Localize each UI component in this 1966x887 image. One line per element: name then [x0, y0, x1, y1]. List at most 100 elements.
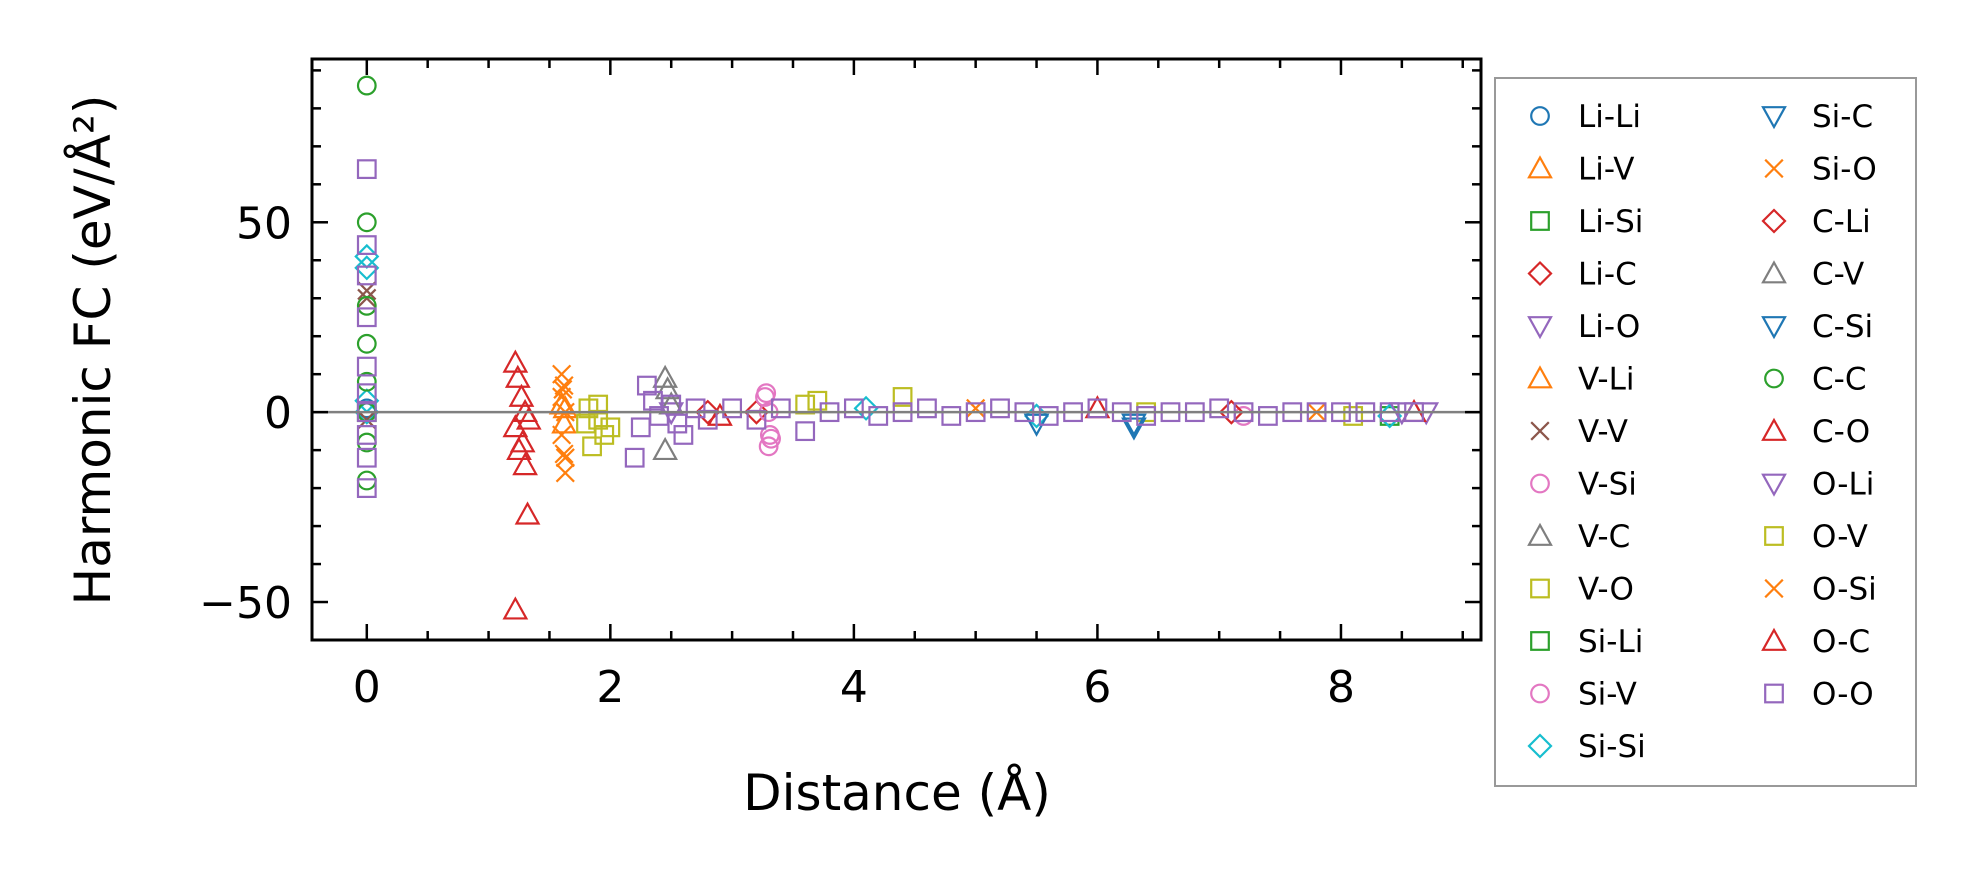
legend-entry: V-Si [1530, 467, 1637, 503]
data-point [576, 413, 596, 434]
data-point [654, 376, 681, 400]
legend-marker-icon [1527, 522, 1553, 546]
data-point [553, 379, 573, 399]
legend-label: V-Li [1578, 362, 1634, 398]
data-point [667, 413, 688, 434]
legend-entry: C-V [1761, 257, 1864, 293]
legend-marker-icon [1530, 211, 1550, 231]
data-point [1136, 406, 1157, 426]
legend-label: Li-C [1578, 257, 1637, 293]
data-point [509, 429, 536, 453]
legend-label: C-O [1812, 414, 1870, 450]
data-point [755, 387, 775, 407]
data-point [1087, 398, 1108, 419]
series-o-o [356, 159, 1424, 499]
legend-frame [1494, 77, 1917, 787]
data-point [356, 265, 377, 286]
data-point [356, 383, 377, 404]
data-point [892, 387, 913, 407]
data-point [707, 402, 733, 426]
data-point [695, 399, 721, 425]
data-point [966, 398, 986, 418]
legend-label: O-V [1812, 519, 1868, 555]
data-point [795, 421, 816, 442]
legend-label: Si-O [1812, 152, 1877, 188]
data-point [722, 398, 743, 419]
legend-label: Si-V [1578, 677, 1637, 713]
legend-marker-icon [1527, 155, 1553, 179]
data-point [853, 395, 879, 421]
series-o-si [553, 379, 575, 468]
legend-entry: Li-C [1527, 257, 1637, 293]
legend-label: V-O [1578, 572, 1634, 608]
data-point [743, 399, 770, 425]
data-point [1121, 417, 1147, 441]
y-tick-label: −50 [199, 578, 292, 629]
legend-entry: Si-V [1530, 677, 1637, 713]
legend-entry: Li-V [1527, 152, 1634, 188]
data-point [356, 478, 377, 499]
series-v-si [756, 383, 1254, 457]
legend-marker-icon [1530, 578, 1550, 599]
data-point [356, 307, 377, 328]
data-point [515, 406, 542, 430]
data-point [1258, 406, 1278, 426]
data-point [685, 398, 706, 419]
legend-marker-icon [1764, 368, 1784, 389]
data-point [514, 501, 541, 525]
data-point [552, 425, 572, 445]
legend-marker-icon [1761, 417, 1787, 441]
legend-entry: Si-Li [1530, 624, 1643, 660]
series-si-si [354, 243, 1403, 429]
legend-label: Si-Si [1578, 729, 1646, 765]
data-point [554, 375, 574, 396]
legend-entry: Si-O [1764, 152, 1877, 188]
legend-entry: O-Li [1761, 467, 1874, 503]
legend: Li-Li Li-V Li-Si Li-C Li-O V-Li V-V V-Si V-C V-O S… [1494, 77, 1917, 787]
data-point [807, 390, 828, 411]
legend-label: V-V [1578, 414, 1628, 450]
legend-marker-icon [1527, 316, 1553, 340]
legend-marker-icon [1530, 631, 1550, 651]
series-c-o [502, 349, 1427, 620]
data-point [356, 425, 377, 445]
data-point [843, 398, 864, 419]
data-point [504, 364, 531, 388]
legend-label: O-O [1812, 677, 1874, 713]
legend-marker-icon [1530, 683, 1550, 704]
legend-marker-icon [1761, 208, 1787, 234]
data-point [652, 436, 679, 461]
data-point [555, 463, 575, 483]
legend-entry: O-Si [1764, 572, 1877, 608]
data-point [582, 436, 602, 457]
data-point [356, 356, 377, 377]
x-tick-label: 6 [1083, 662, 1111, 713]
plot-frame [310, 57, 1483, 642]
legend-label: O-C [1812, 624, 1870, 660]
data-point [795, 394, 816, 415]
legend-entry: Si-Si [1527, 729, 1646, 765]
legend-entry: C-Si [1761, 309, 1873, 345]
legend-marker-icon [1761, 627, 1787, 651]
legend-marker-icon [1530, 473, 1550, 494]
y-tick-label: 50 [236, 198, 292, 249]
legend-marker-icon [1761, 260, 1787, 284]
data-point [512, 452, 538, 476]
legend-marker-icon [1764, 578, 1784, 599]
legend-entry: C-O [1761, 414, 1870, 450]
data-point [624, 447, 645, 468]
data-point [356, 295, 377, 316]
legend-entry: V-Li [1527, 362, 1634, 398]
legend-label: C-Si [1812, 309, 1873, 345]
data-point [356, 447, 377, 468]
legend-entry: O-O [1764, 677, 1874, 713]
data-point [356, 333, 377, 354]
legend-label: Si-Li [1578, 624, 1643, 660]
legend-marker-icon [1530, 106, 1550, 126]
legend-entry: V-V [1530, 414, 1628, 450]
legend-label: O-Li [1812, 467, 1874, 503]
data-point [356, 159, 377, 180]
legend-entry: O-V [1764, 519, 1868, 555]
data-point [502, 414, 529, 438]
series-li-c [695, 399, 770, 425]
